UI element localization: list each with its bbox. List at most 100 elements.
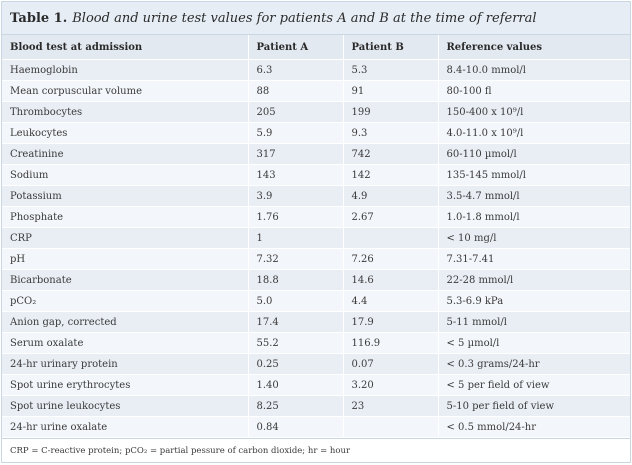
header-cell: Patient B bbox=[343, 35, 439, 60]
table-footnote: CRP = C-reactive protein; pCO₂ = partial… bbox=[2, 438, 630, 462]
table-cell: 14.6 bbox=[343, 269, 439, 291]
header-cell: Reference values bbox=[438, 35, 630, 60]
table-row: Spot urine erythrocytes 1.40 3.20 < 5 per f… bbox=[2, 374, 630, 396]
table-cell: 8.4-10.0 mmol/l bbox=[438, 59, 630, 81]
table-cell: 23 bbox=[343, 395, 439, 417]
table-cell: 143 bbox=[248, 164, 344, 186]
table-cell: Leukocytes bbox=[2, 122, 249, 144]
table-cell: 9.3 bbox=[343, 122, 439, 144]
table-row: Bicarbonate 18.8 14.6 22-28 mmol/l bbox=[2, 269, 630, 291]
table-cell: 5.0 bbox=[248, 290, 344, 312]
table-body: Haemoglobin 6.3 5.3 8.4-10.0 mmol/l Mean cor… bbox=[2, 59, 630, 438]
table-row: Mean corpuscular volume 88 91 80-100 fl bbox=[2, 80, 630, 102]
table-cell: 199 bbox=[343, 101, 439, 123]
table-cell: < 0.3 grams/24-hr bbox=[438, 353, 630, 375]
table-cell: 142 bbox=[343, 164, 439, 186]
table-cell: Potassium bbox=[2, 185, 249, 207]
table-label: Table 1. bbox=[10, 10, 68, 26]
table-cell: 0.84 bbox=[248, 416, 344, 438]
table-cell: 5.9 bbox=[248, 122, 344, 144]
table-cell: 80-100 fl bbox=[438, 80, 630, 102]
table-cell: 7.31-7.41 bbox=[438, 248, 630, 270]
table-cell: 5-10 per field of view bbox=[438, 395, 630, 417]
table-cell: Anion gap, corrected bbox=[2, 311, 249, 333]
table-cell: 317 bbox=[248, 143, 344, 165]
table-cell: < 5 µmol/l bbox=[438, 332, 630, 354]
table-cell: pCO₂ bbox=[2, 290, 249, 312]
table-row: Leukocytes 5.9 9.3 4.0-11.0 x 10⁹/l bbox=[2, 122, 630, 144]
table-cell: 91 bbox=[343, 80, 439, 102]
table-row: Thrombocytes 205 199 150-400 x 10⁹/l bbox=[2, 101, 630, 123]
table-row: Serum oxalate 55.2 116.9 < 5 µmol/l bbox=[2, 332, 630, 354]
table-cell: 0.25 bbox=[248, 353, 344, 375]
table-cell: 116.9 bbox=[343, 332, 439, 354]
table-title: Table 1. Blood and urine test values for… bbox=[2, 2, 630, 35]
table-cell: Spot urine erythrocytes bbox=[2, 374, 249, 396]
table-cell: 0.07 bbox=[343, 353, 439, 375]
table-cell: 18.8 bbox=[248, 269, 344, 291]
table-cell: 150-400 x 10⁹/l bbox=[438, 101, 630, 123]
table-cell: 6.3 bbox=[248, 59, 344, 81]
table-cell: Serum oxalate bbox=[2, 332, 249, 354]
table-cell: 205 bbox=[248, 101, 344, 123]
table-cell bbox=[343, 416, 439, 438]
table-cell: pH bbox=[2, 248, 249, 270]
table-cell: 55.2 bbox=[248, 332, 344, 354]
table-cell: 88 bbox=[248, 80, 344, 102]
table-cell: 3.9 bbox=[248, 185, 344, 207]
table-cell: CRP bbox=[2, 227, 249, 249]
header-cell: Blood test at admission bbox=[2, 35, 249, 60]
table-cell: Thrombocytes bbox=[2, 101, 249, 123]
table-cell: Phosphate bbox=[2, 206, 249, 228]
table-cell: 5-11 mmol/l bbox=[438, 311, 630, 333]
table-cell: 1 bbox=[248, 227, 344, 249]
table-row: Haemoglobin 6.3 5.3 8.4-10.0 mmol/l bbox=[2, 59, 630, 81]
table-cell: 22-28 mmol/l bbox=[438, 269, 630, 291]
table-cell: 5.3 bbox=[343, 59, 439, 81]
table-cell: 7.26 bbox=[343, 248, 439, 270]
table-cell: 4.0-11.0 x 10⁹/l bbox=[438, 122, 630, 144]
lab-values-table: Blood test at admission Patient A Patien… bbox=[2, 35, 630, 438]
table-row: pH 7.32 7.26 7.31-7.41 bbox=[2, 248, 630, 270]
table-row: Spot urine leukocytes 8.25 23 5-10 per fiel… bbox=[2, 395, 630, 417]
header-row: Blood test at admission Patient A Patien… bbox=[2, 35, 630, 60]
table-cell: 742 bbox=[343, 143, 439, 165]
table-cell: 1.40 bbox=[248, 374, 344, 396]
table-row: Anion gap, corrected 17.4 17.9 5-11 mmol/l bbox=[2, 311, 630, 333]
table-cell: 60-110 µmol/l bbox=[438, 143, 630, 165]
table-cell: 135-145 mmol/l bbox=[438, 164, 630, 186]
table-cell: 8.25 bbox=[248, 395, 344, 417]
table-cell: 3.20 bbox=[343, 374, 439, 396]
table-cell: 17.4 bbox=[248, 311, 344, 333]
table-cell: Spot urine leukocytes bbox=[2, 395, 249, 417]
table-cell: Mean corpuscular volume bbox=[2, 80, 249, 102]
table-cell: < 5 per field of view bbox=[438, 374, 630, 396]
table-row: Phosphate 1.76 2.67 1.0-1.8 mmol/l bbox=[2, 206, 630, 228]
table-row: Sodium 143 142 135-145 mmol/l bbox=[2, 164, 630, 186]
table-cell: < 10 mg/l bbox=[438, 227, 630, 249]
table-cell: 7.32 bbox=[248, 248, 344, 270]
table-cell: 1.76 bbox=[248, 206, 344, 228]
table-cell: 3.5-4.7 mmol/l bbox=[438, 185, 630, 207]
table-cell: Sodium bbox=[2, 164, 249, 186]
table-row: Potassium 3.9 4.9 3.5-4.7 mmol/l bbox=[2, 185, 630, 207]
table-cell: 24-hr urine oxalate bbox=[2, 416, 249, 438]
table-cell: Bicarbonate bbox=[2, 269, 249, 291]
table-cell: 2.67 bbox=[343, 206, 439, 228]
table-row: CRP 1 < 10 mg/l bbox=[2, 227, 630, 249]
table-row: pCO₂ 5.0 4.4 5.3-6.9 kPa bbox=[2, 290, 630, 312]
table-caption: Blood and urine test values for patients… bbox=[72, 10, 537, 26]
table-cell: 4.9 bbox=[343, 185, 439, 207]
table-row: 24-hr urine oxalate 0.84 < 0.5 mmol/24-hr bbox=[2, 416, 630, 438]
table-row: Creatinine 317 742 60-110 µmol/l bbox=[2, 143, 630, 165]
table-cell: 24-hr urinary protein bbox=[2, 353, 249, 375]
table-row: 24-hr urinary protein 0.25 0.07 < 0.3 grams… bbox=[2, 353, 630, 375]
table-cell: 17.9 bbox=[343, 311, 439, 333]
table-cell: 5.3-6.9 kPa bbox=[438, 290, 630, 312]
table-cell: 1.0-1.8 mmol/l bbox=[438, 206, 630, 228]
table-cell: 4.4 bbox=[343, 290, 439, 312]
table-cell: Creatinine bbox=[2, 143, 249, 165]
header-cell: Patient A bbox=[248, 35, 344, 60]
table-cell: < 0.5 mmol/24-hr bbox=[438, 416, 630, 438]
